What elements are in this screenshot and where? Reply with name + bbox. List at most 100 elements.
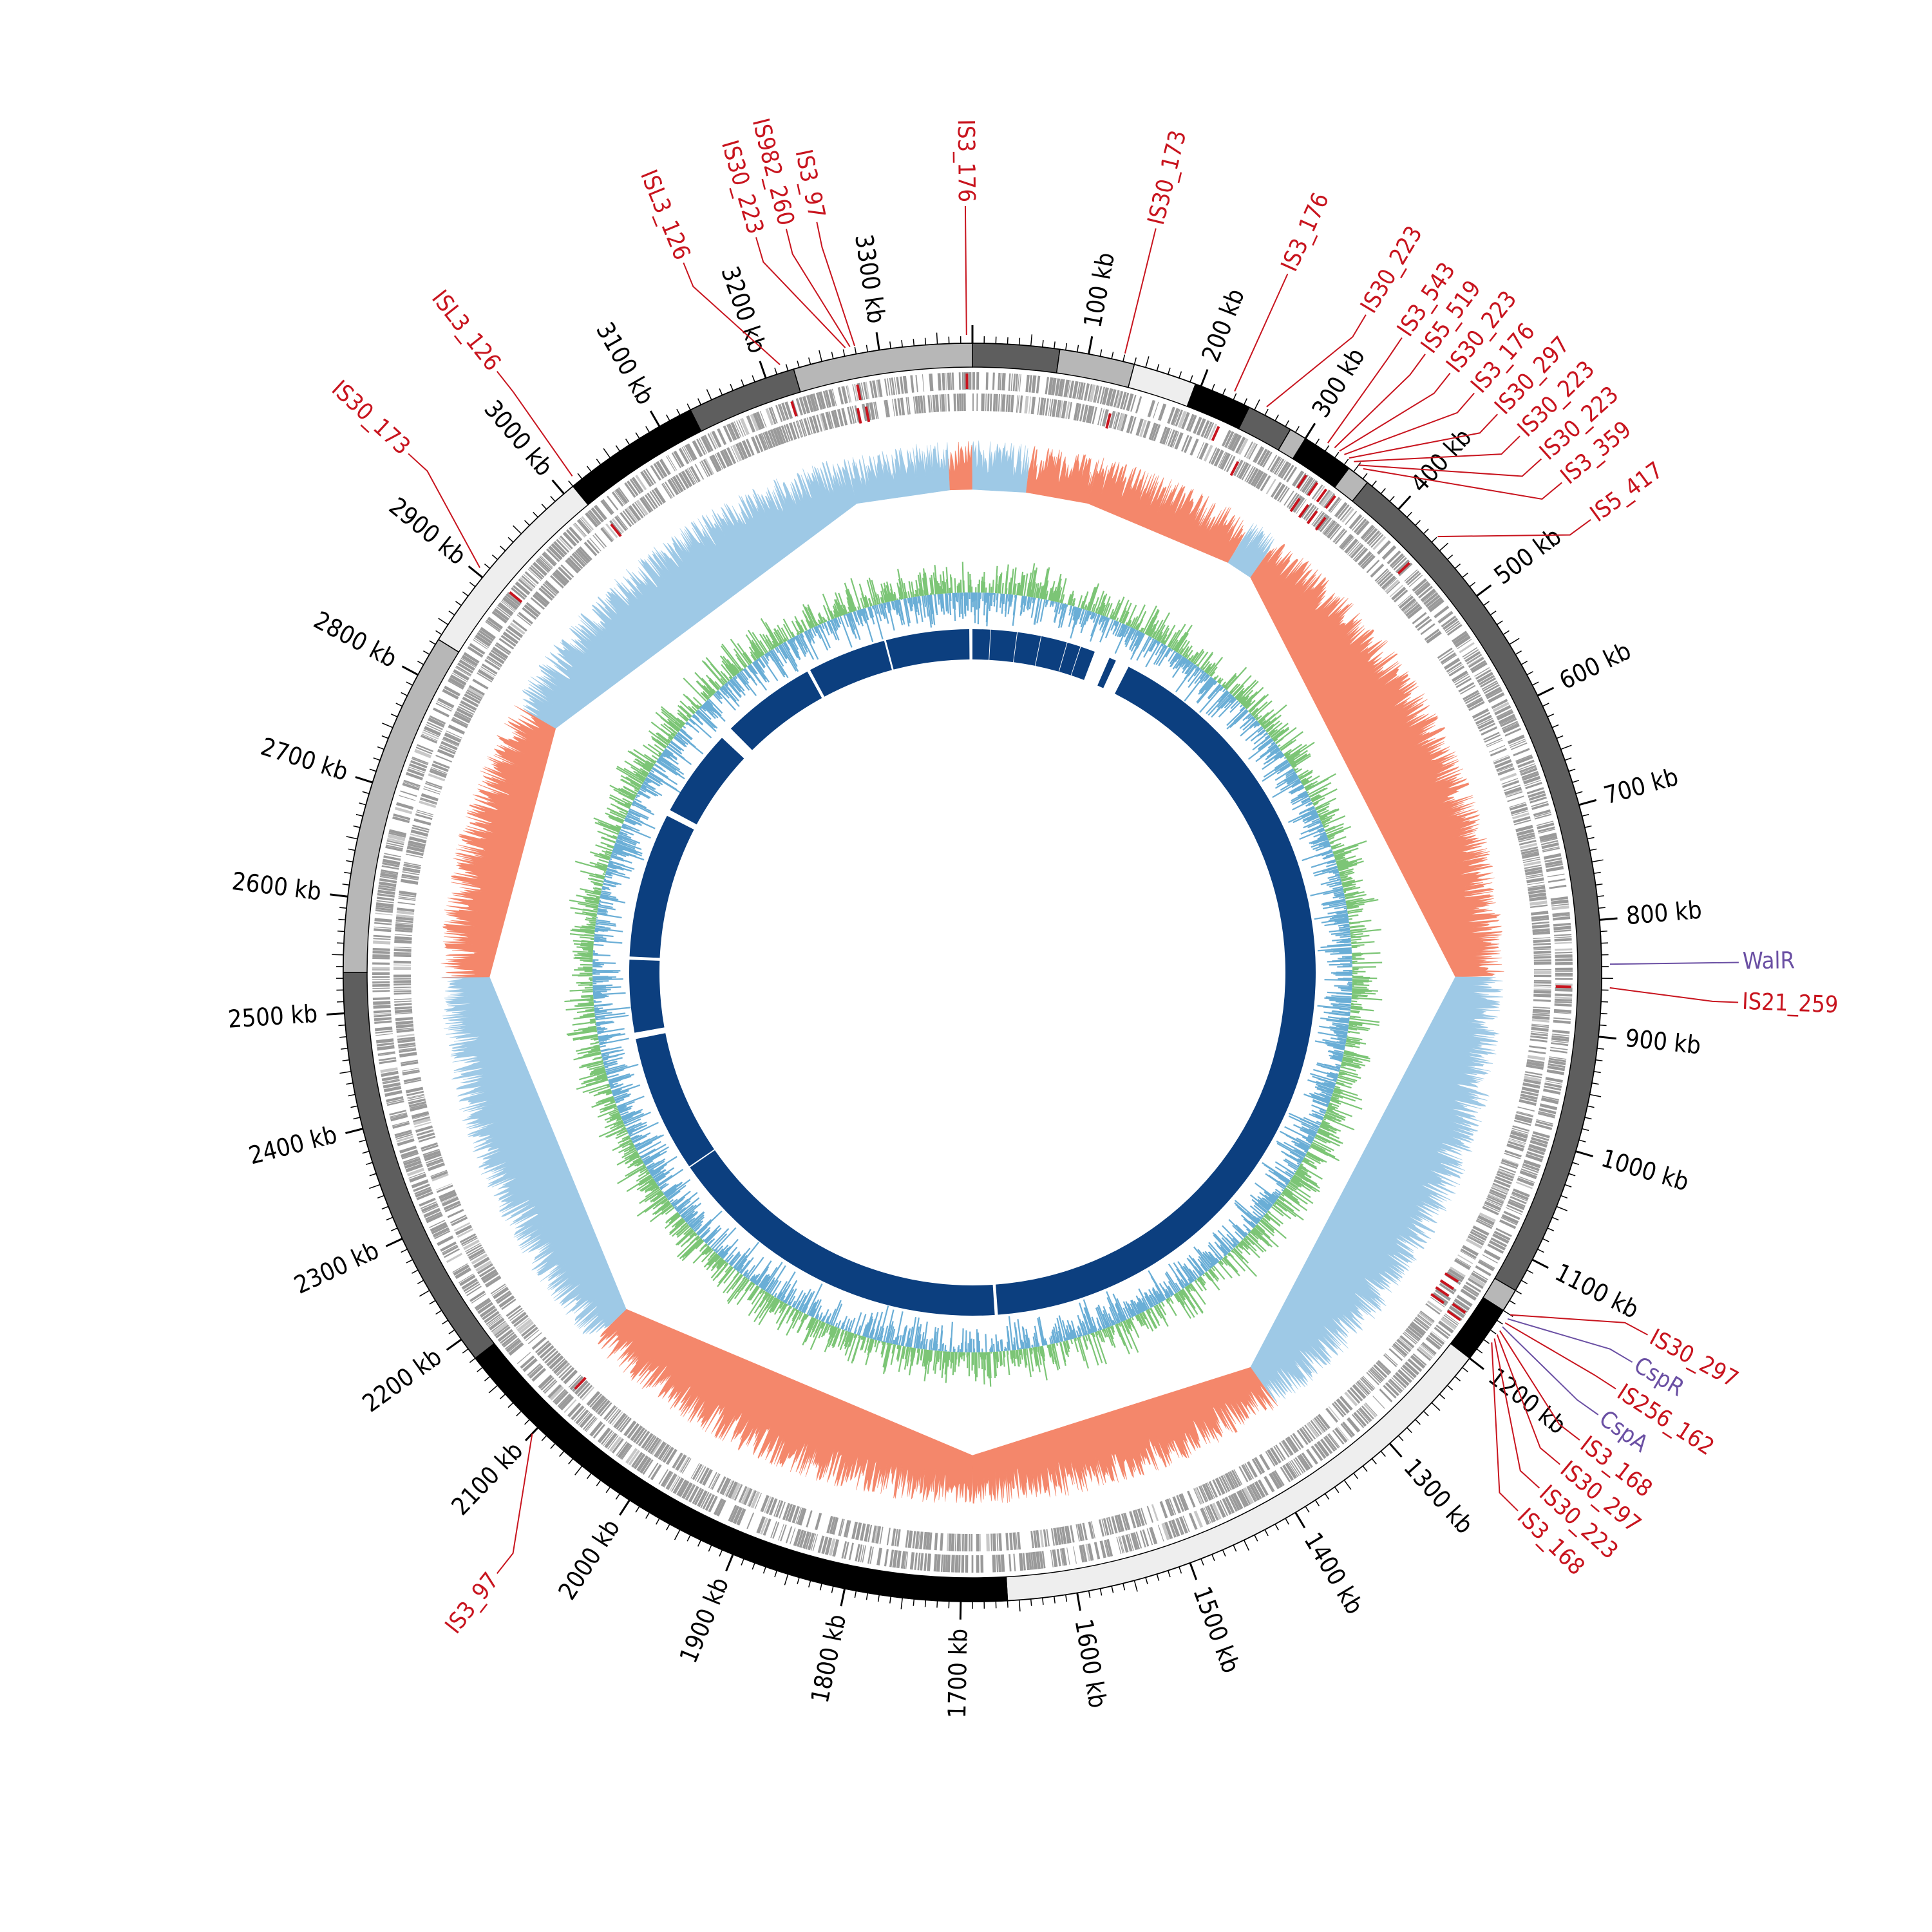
- cds-forward: [1531, 1137, 1549, 1144]
- cds-reverse: [620, 1417, 632, 1433]
- cds-forward: [414, 1186, 431, 1195]
- cds-reverse: [661, 1446, 672, 1461]
- cds-reverse: [643, 1435, 656, 1450]
- cds-forward: [1425, 594, 1441, 608]
- tick-label: 200 kb: [1196, 285, 1250, 366]
- cds-reverse: [1070, 1525, 1075, 1543]
- cds-reverse: [1218, 452, 1228, 469]
- cds-reverse: [602, 526, 615, 541]
- cds-reverse: [1454, 676, 1470, 686]
- minor-tick: [477, 1367, 483, 1372]
- cds-forward: [535, 560, 549, 573]
- cds-reverse: [1076, 403, 1082, 421]
- major-tick: [1294, 1511, 1306, 1529]
- minor-tick: [419, 1290, 430, 1297]
- cds-reverse: [1383, 1354, 1397, 1367]
- cds-reverse: [611, 518, 625, 534]
- cds-reverse: [450, 1215, 467, 1224]
- cds-reverse: [1167, 429, 1175, 447]
- cds-forward: [426, 1213, 443, 1224]
- cds-forward: [1158, 403, 1167, 421]
- cds-forward: [1537, 826, 1555, 833]
- cds-forward: [421, 734, 438, 741]
- cds-forward: [1079, 1544, 1085, 1563]
- cds-forward: [1553, 1019, 1571, 1025]
- cds-reverse: [1306, 1422, 1319, 1438]
- cds-reverse: [394, 1000, 412, 1003]
- cds-forward: [455, 667, 471, 677]
- tick-label: 300 kb: [1306, 343, 1370, 422]
- cds-reverse: [785, 1504, 793, 1521]
- cds-reverse: [1117, 413, 1122, 430]
- cds-reverse: [1050, 1528, 1055, 1546]
- cds-reverse: [639, 497, 652, 513]
- cds-forward: [1446, 623, 1463, 636]
- cds-reverse: [761, 433, 769, 450]
- cds-reverse: [1129, 1511, 1137, 1529]
- cds-reverse: [1371, 1367, 1385, 1380]
- cds-reverse: [1246, 1461, 1258, 1478]
- cds-forward: [958, 1555, 961, 1573]
- cds-forward: [477, 1302, 493, 1314]
- cds-forward: [375, 1038, 394, 1044]
- cds-forward: [1504, 728, 1522, 737]
- cds-reverse: [406, 849, 424, 857]
- minor-tick: [1007, 337, 1009, 345]
- cds-reverse: [956, 1533, 961, 1551]
- annotation-leader: [1437, 519, 1591, 538]
- cds-reverse: [688, 467, 698, 484]
- major-tick: [1578, 799, 1597, 806]
- cds-forward: [1546, 1069, 1565, 1075]
- cds-reverse: [944, 393, 947, 412]
- cds-forward: [1443, 1314, 1459, 1326]
- cds-forward: [867, 1546, 873, 1564]
- cds-forward: [382, 858, 401, 866]
- cds-forward: [437, 697, 455, 708]
- minor-tick: [1233, 393, 1237, 401]
- cds-forward: [1193, 417, 1202, 434]
- cds-reverse: [1170, 430, 1179, 448]
- cds-forward: [702, 1493, 712, 1510]
- cds-forward: [1506, 1204, 1524, 1213]
- cds-forward: [1196, 418, 1206, 436]
- homology-block: [1013, 632, 1041, 666]
- cds-reverse: [642, 496, 654, 511]
- cds-forward: [442, 688, 459, 700]
- cds-reverse: [1086, 405, 1093, 423]
- minor-tick: [1133, 1580, 1138, 1592]
- cds-forward: [781, 402, 790, 421]
- cds-reverse: [403, 865, 421, 869]
- minor-tick: [1476, 1348, 1483, 1354]
- cds-forward: [899, 376, 904, 394]
- cds-reverse: [766, 1497, 775, 1515]
- cds-reverse: [741, 440, 752, 458]
- cds-reverse: [453, 712, 471, 724]
- cds-forward: [1032, 1551, 1037, 1570]
- cds-forward: [372, 997, 390, 1001]
- cds-forward: [1394, 1372, 1410, 1387]
- minor-tick: [1264, 1529, 1269, 1537]
- cds-forward: [1550, 1046, 1568, 1050]
- cds-forward: [402, 782, 420, 791]
- minor-tick: [687, 403, 691, 410]
- cds-reverse: [1492, 754, 1510, 762]
- cds-reverse: [1533, 993, 1551, 998]
- cds-forward: [1554, 936, 1572, 938]
- cds-reverse: [1394, 1341, 1409, 1354]
- minor-tick: [1314, 1499, 1320, 1506]
- cds-reverse: [579, 1385, 593, 1399]
- cds-reverse: [600, 1402, 612, 1417]
- cds-forward: [381, 1075, 400, 1082]
- cds-reverse: [452, 717, 469, 726]
- tick-label: 3300 kb: [849, 232, 891, 325]
- cds-forward: [1452, 632, 1470, 645]
- cds-forward: [414, 748, 432, 759]
- minor-tick: [442, 1320, 449, 1325]
- cds-reverse: [1223, 1474, 1232, 1491]
- cds-reverse: [1101, 409, 1109, 427]
- cds-reverse: [425, 1157, 442, 1164]
- cds-reverse: [544, 1350, 559, 1364]
- cds-forward: [383, 1086, 402, 1093]
- cds-forward: [730, 422, 741, 439]
- cds-reverse: [828, 411, 834, 429]
